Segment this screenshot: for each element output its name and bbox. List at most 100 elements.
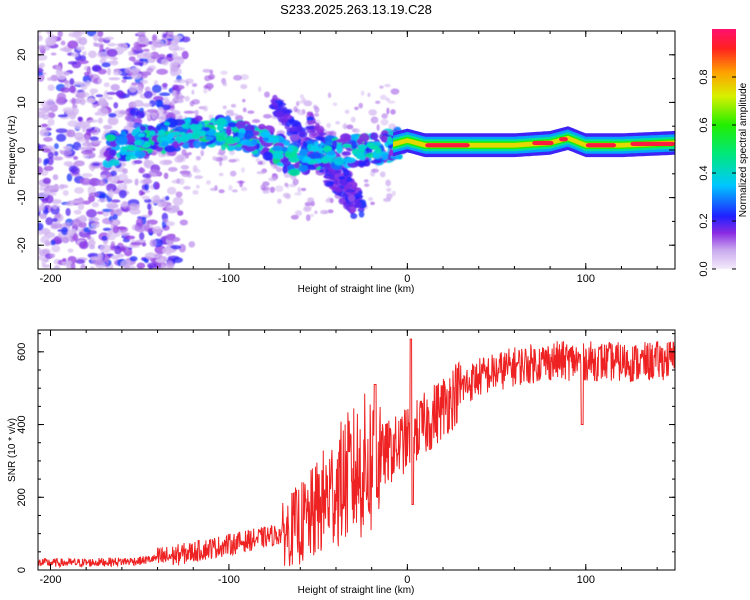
heatmap-cell	[181, 50, 189, 60]
heatmap-cell	[235, 120, 246, 130]
heatmap-cell	[101, 235, 108, 241]
heatmap-cell	[100, 174, 107, 180]
spectrogram-y-axis: -20 -10 0 10 20	[16, 30, 675, 270]
heatmap-cell	[218, 189, 225, 194]
heatmap-cell	[263, 181, 268, 186]
heatmap-cell	[44, 158, 50, 165]
heatmap-cell	[347, 194, 356, 202]
heatmap-cell	[269, 186, 275, 193]
heatmap-cell	[66, 129, 76, 138]
colorbar-tick-label: 0.4	[698, 165, 710, 180]
heatmap-cell	[52, 156, 64, 161]
heatmap-cell	[38, 31, 42, 34]
spectrogram-xlabel: Height of straight line (km)	[298, 284, 415, 295]
heatmap-cell	[148, 169, 161, 177]
heatmap-peak	[630, 141, 675, 146]
heatmap-cell	[370, 159, 382, 164]
heatmap-cell	[294, 160, 300, 169]
heatmap-cell	[195, 184, 200, 189]
heatmap-cell	[305, 125, 316, 130]
heatmap-cell	[127, 50, 134, 57]
y-tick-label: 600	[16, 343, 28, 361]
heatmap-cell	[127, 144, 135, 152]
heatmap-cell	[369, 132, 379, 140]
heatmap-cell	[159, 136, 171, 141]
heatmap-cell	[359, 133, 370, 143]
heatmap-cell	[96, 211, 104, 215]
y-tick-label: 10	[16, 96, 28, 108]
heatmap-cell	[97, 68, 107, 75]
heatmap-cell	[139, 107, 144, 112]
heatmap-cell	[41, 107, 48, 114]
heatmap-cell	[160, 263, 166, 269]
x-tick-label: -100	[218, 574, 240, 586]
heatmap-cell	[167, 132, 175, 140]
heatmap-cell	[370, 201, 375, 206]
heatmap-cell	[198, 130, 207, 137]
heatmap-cell	[40, 227, 51, 235]
heatmap-cell	[81, 173, 93, 178]
heatmap-cell	[107, 191, 112, 197]
heatmap-cell	[143, 51, 153, 58]
heatmap-cell	[70, 199, 81, 204]
heatmap-cell	[46, 77, 53, 81]
y-tick-label: -10	[16, 190, 28, 206]
heatmap-cell	[385, 97, 390, 102]
heatmap-cell	[147, 203, 152, 211]
heatmap-cell	[97, 77, 102, 84]
heatmap-cell	[53, 143, 59, 150]
heatmap-cell	[381, 113, 388, 119]
heatmap-cell	[165, 195, 170, 201]
heatmap-cell	[239, 180, 243, 188]
heatmap-cell	[118, 110, 129, 115]
snr-ylabel: SNR (10 * v/v)	[7, 418, 18, 482]
heatmap-cell	[180, 165, 190, 170]
heatmap-cell	[90, 222, 100, 229]
heatmap-cell	[332, 183, 337, 187]
heatmap-cell	[146, 108, 159, 113]
heatmap-cell	[148, 130, 156, 136]
heatmap-cell	[120, 260, 132, 269]
heatmap-cell	[124, 114, 135, 122]
heatmap-cell	[137, 132, 146, 138]
heatmap-cell	[57, 31, 63, 38]
heatmap-cell	[162, 82, 168, 88]
heatmap-cell	[296, 109, 306, 116]
heatmap-cell	[90, 142, 97, 147]
heatmap-cell	[120, 202, 129, 207]
heatmap-cell	[131, 72, 142, 80]
heatmap-cell	[307, 120, 317, 125]
colorbar-ticks: 0.0 0.2 0.4 0.6 0.8	[698, 69, 736, 277]
heatmap-cell	[200, 139, 207, 150]
heatmap-cell	[47, 84, 55, 91]
heatmap-cell	[110, 60, 119, 66]
heatmap-cell	[368, 109, 377, 116]
heatmap-cell	[222, 155, 228, 160]
heatmap-cell	[62, 236, 70, 244]
heatmap-cell	[69, 85, 76, 94]
heatmap-cell	[61, 226, 69, 236]
heatmap-cell	[317, 147, 324, 152]
heatmap-cell	[320, 209, 328, 215]
heatmap-cell	[103, 124, 113, 130]
heatmap-cell	[115, 91, 125, 97]
heatmap-cell	[303, 206, 311, 212]
heatmap-cell	[191, 83, 198, 88]
heatmap-cell	[239, 74, 249, 81]
y-tick-label: 0	[16, 147, 28, 153]
heatmap-cell	[374, 147, 382, 154]
heatmap-cell	[79, 214, 87, 223]
heatmap-cell	[84, 134, 90, 144]
colorbar-tick-label: 0.6	[698, 117, 710, 132]
heatmap-cell	[135, 150, 146, 158]
heatmap-cell	[340, 178, 348, 187]
heatmap-cell	[226, 126, 232, 136]
heatmap-cell	[39, 62, 46, 68]
heatmap-cell	[226, 109, 234, 114]
heatmap-cell	[46, 98, 55, 107]
colorbar-tick-label: 0.0	[698, 261, 710, 276]
heatmap-cell	[175, 191, 183, 198]
heatmap-cell	[118, 189, 127, 199]
heatmap-cell	[163, 172, 169, 180]
